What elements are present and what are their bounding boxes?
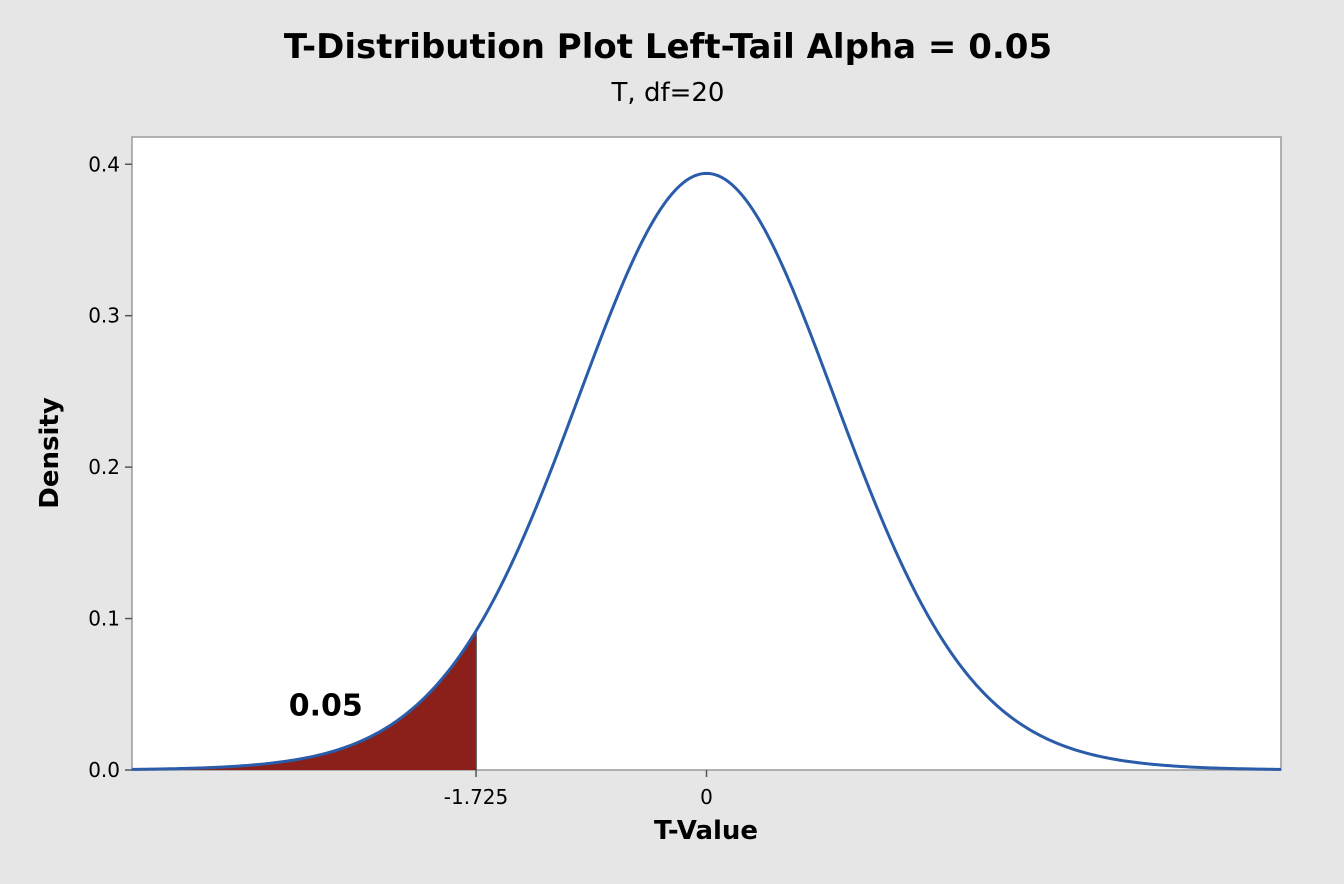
- x-tick-label: -1.725: [444, 785, 508, 809]
- y-tick-label: 0.3: [88, 304, 120, 328]
- tail-area-label: 0.05: [289, 688, 363, 723]
- y-tick-label: 0.4: [88, 152, 120, 176]
- shaded-tail-area: [132, 630, 477, 770]
- chart-subtitle: T, df=20: [611, 78, 725, 108]
- x-axis: -1.725 0: [444, 770, 713, 809]
- density-curve: [131, 171, 1282, 771]
- plot-area: [131, 136, 1282, 771]
- x-tick-label: 0: [700, 785, 713, 809]
- chart-title: T-Distribution Plot Left-Tail Alpha = 0.…: [284, 27, 1052, 67]
- x-axis-label: T-Value: [654, 816, 758, 846]
- y-tick-label: 0.2: [88, 455, 120, 479]
- y-axis: 0.0 0.1 0.2 0.3 0.4: [88, 152, 132, 782]
- y-axis-label: Density: [35, 397, 65, 509]
- y-tick-label: 0.0: [88, 758, 120, 782]
- y-tick-label: 0.1: [88, 607, 120, 631]
